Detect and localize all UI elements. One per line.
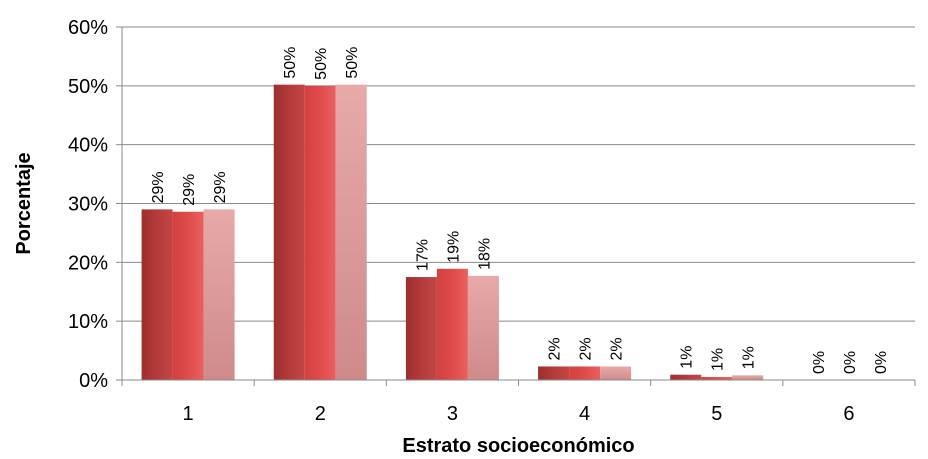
y-tick-label: 60% <box>68 17 108 39</box>
y-tick-label: 10% <box>68 311 108 333</box>
data-label: 19% <box>445 231 462 263</box>
data-label: 1% <box>679 346 696 369</box>
x-tick-label: 2 <box>315 403 326 425</box>
bar <box>405 277 437 380</box>
x-axis-title: Estrato socioeconómico <box>402 435 634 457</box>
y-tick-label: 50% <box>68 76 108 98</box>
bar <box>701 377 733 380</box>
bar <box>732 375 764 380</box>
x-tick-labels: 1 2 3 4 5 6 <box>183 403 855 425</box>
y-tick-label: 0% <box>79 370 108 392</box>
data-label: 2% <box>578 337 595 360</box>
x-tick-label: 4 <box>579 403 590 425</box>
y-tick-label: 40% <box>68 135 108 157</box>
x-tick-label: 3 <box>447 403 458 425</box>
data-label: 29% <box>181 174 198 206</box>
data-label: 2% <box>547 337 564 360</box>
data-label: 29% <box>212 171 229 203</box>
bar <box>141 209 173 380</box>
data-label: 1% <box>710 348 727 371</box>
y-tick-labels: 0% 10% 20% 30% 40% 50% 60% <box>68 17 108 392</box>
bar <box>436 268 468 380</box>
data-labels: 29% 50% 17% 2% 1% 0% 29% 50% 19% 2% 1% 0% 29% 50% 18% 2… <box>150 47 890 374</box>
bar <box>172 211 204 380</box>
bar <box>273 84 305 380</box>
data-label: 0% <box>811 351 828 374</box>
gridlines <box>122 26 915 322</box>
x-tick-label: 1 <box>183 403 194 425</box>
bars <box>141 84 764 380</box>
bar <box>670 374 702 380</box>
bar <box>335 84 367 380</box>
bar <box>600 366 632 380</box>
bar <box>538 366 570 380</box>
data-label: 2% <box>609 337 626 360</box>
data-label: 18% <box>476 238 493 270</box>
x-tick-label: 6 <box>843 403 854 425</box>
data-label: 29% <box>150 171 167 203</box>
bar <box>304 85 336 380</box>
y-tick-label: 20% <box>68 252 108 274</box>
axes <box>116 26 916 386</box>
data-label: 50% <box>313 48 330 80</box>
data-label: 50% <box>282 47 299 79</box>
data-label: 0% <box>873 351 890 374</box>
data-label: 17% <box>414 239 431 271</box>
data-label: 1% <box>741 346 758 369</box>
y-axis-title: Porcentaje <box>13 152 35 254</box>
data-label: 0% <box>842 351 859 374</box>
bar <box>467 275 499 380</box>
x-tick-label: 5 <box>711 403 722 425</box>
data-label: 50% <box>344 47 361 79</box>
bar <box>203 209 235 380</box>
y-tick-label: 30% <box>68 194 108 216</box>
bar <box>569 366 601 380</box>
